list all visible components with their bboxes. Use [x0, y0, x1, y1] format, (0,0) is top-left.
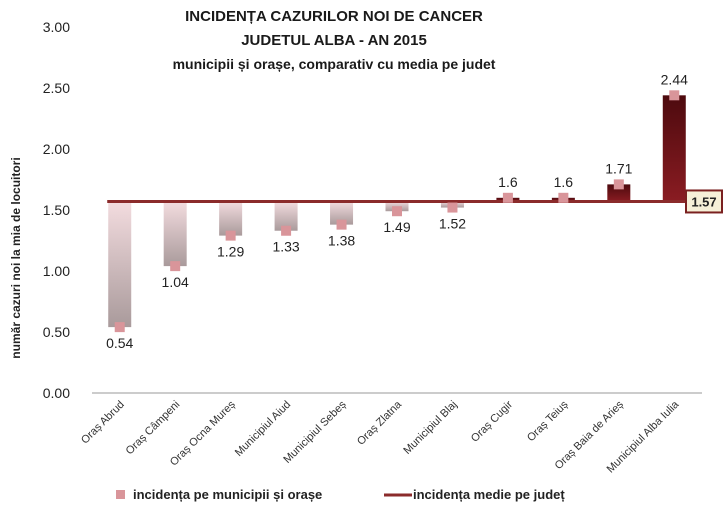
value-label: 1.38 [328, 233, 355, 249]
value-label: 1.49 [383, 219, 410, 235]
marker [225, 230, 236, 241]
average-label-frame [685, 189, 723, 214]
y-tick-label: 0.00 [43, 385, 70, 401]
marker [281, 225, 292, 236]
marker [613, 179, 624, 190]
legend: incidența pe municipii și orașe incidenț… [116, 487, 565, 502]
category-label: Municipiul Aiud [233, 399, 293, 459]
value-label: 2.44 [661, 71, 688, 87]
markers [114, 90, 680, 333]
value-label: 1.71 [605, 160, 632, 176]
marker [558, 192, 569, 203]
category-label: Oraș Teiuș [525, 398, 571, 444]
category-label: Oraș Cugir [469, 398, 515, 444]
bar [662, 95, 686, 202]
category-label: Municipiul Blaj [401, 399, 459, 457]
average-label: 1.57 [691, 194, 716, 209]
marker [447, 202, 458, 213]
marker [669, 90, 680, 101]
y-tick-label: 3.00 [43, 19, 70, 35]
value-label: 1.33 [272, 239, 299, 255]
y-tick-label: 2.50 [43, 80, 70, 96]
bars [108, 95, 686, 328]
marker [336, 219, 347, 230]
legend-line-label: incidența medie pe județ [413, 487, 565, 502]
bar [274, 201, 298, 231]
y-axis-label: număr cazuri noi la mia de locuitori [9, 157, 23, 358]
y-tick-label: 2.00 [43, 141, 70, 157]
chart-title-line-2: JUDETUL ALBA - AN 2015 [241, 32, 427, 49]
marker [502, 192, 513, 203]
value-label: 1.6 [554, 174, 574, 190]
y-tick-label: 0.50 [43, 324, 70, 340]
y-axis-ticks: 0.00 0.50 1.00 1.50 2.00 2.50 3.00 [43, 19, 70, 401]
category-label: Oraș Zlatna [355, 398, 405, 448]
bar [607, 184, 631, 202]
chart-title-line-1: INCIDENȚA CAZURILOR NOI DE CANCER [185, 8, 483, 25]
bar [108, 201, 132, 328]
average-label-box: 1.57 [685, 189, 723, 214]
marker [114, 322, 125, 333]
y-tick-label: 1.50 [43, 202, 70, 218]
value-label: 1.6 [498, 174, 518, 190]
bar [219, 201, 243, 236]
category-label: Oraș Abrud [79, 399, 127, 447]
marker [170, 261, 181, 272]
category-label: Oraș Câmpeni [124, 399, 183, 458]
bar [163, 201, 187, 267]
bar [330, 201, 354, 225]
value-label: 0.54 [106, 335, 133, 351]
value-label: 1.29 [217, 244, 244, 260]
legend-marker-swatch [116, 490, 125, 499]
chart-title-line-3: municipii și orașe, comparativ cu media … [173, 56, 496, 72]
marker [392, 206, 402, 217]
value-label: 1.04 [162, 274, 189, 290]
y-tick-label: 1.00 [43, 263, 70, 279]
value-label: 1.52 [439, 216, 466, 232]
value-labels: 0.54 1.04 1.29 1.33 1.38 1.49 1.52 1.6 1.6 1.71 2.… [106, 71, 688, 351]
legend-markers-label: incidența pe municipii și orașe [133, 487, 322, 502]
